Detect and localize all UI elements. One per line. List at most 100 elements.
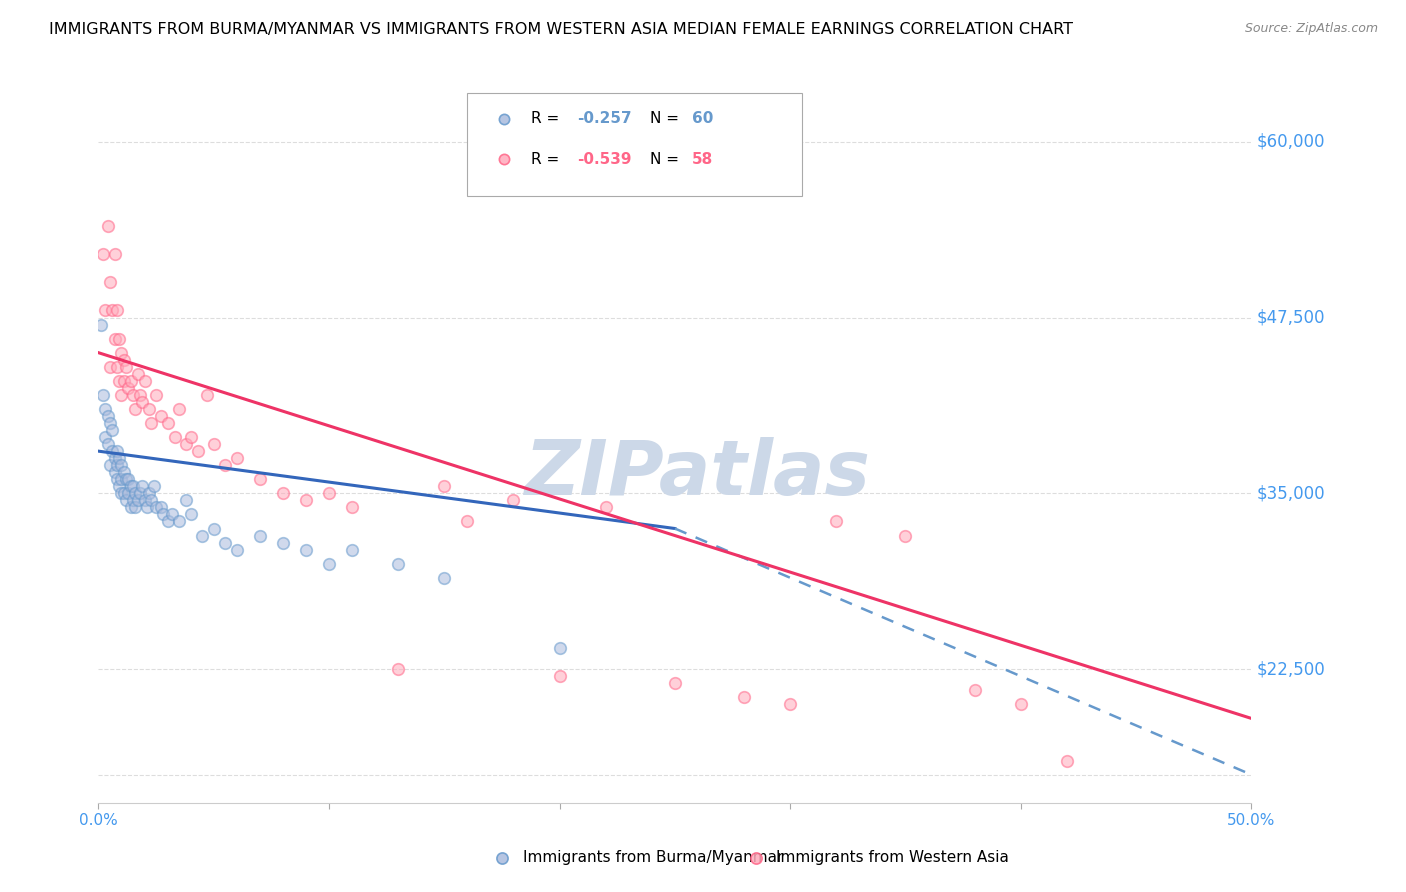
Text: $35,000: $35,000: [1257, 484, 1326, 502]
Point: [98, 416, 121, 430]
Point: [115, 472, 138, 486]
Point: [117, 486, 139, 500]
Point: [433, 571, 456, 585]
Point: [214, 458, 236, 473]
Point: [122, 388, 145, 402]
Point: [340, 500, 363, 515]
Point: [135, 500, 157, 515]
Point: [108, 479, 131, 493]
Point: [149, 500, 172, 515]
Point: [595, 500, 617, 515]
Point: [138, 401, 160, 416]
Point: [202, 521, 225, 535]
Point: [456, 515, 478, 529]
Point: [1056, 754, 1078, 768]
Point: [167, 515, 190, 529]
Text: R =: R =: [531, 152, 564, 167]
Point: [122, 479, 145, 493]
Point: [101, 303, 124, 318]
Point: [120, 479, 142, 493]
Point: [160, 508, 183, 522]
FancyBboxPatch shape: [467, 94, 801, 195]
Text: N =: N =: [650, 152, 683, 167]
Point: [141, 493, 163, 508]
Text: 60: 60: [692, 112, 714, 127]
Point: [98, 276, 121, 290]
Point: [90, 318, 112, 332]
Point: [963, 683, 986, 698]
Point: [105, 359, 128, 374]
Point: [127, 493, 149, 508]
Point: [548, 669, 571, 683]
Point: [124, 401, 146, 416]
Point: [110, 388, 132, 402]
Point: [249, 472, 271, 486]
Text: Source: ZipAtlas.com: Source: ZipAtlas.com: [1244, 22, 1378, 36]
Text: 58: 58: [692, 152, 713, 167]
Point: [271, 486, 294, 500]
Point: [318, 486, 340, 500]
Point: [117, 472, 139, 486]
Point: [145, 500, 167, 515]
Point: [91, 388, 114, 402]
Point: [163, 430, 186, 444]
Text: R =: R =: [531, 112, 564, 127]
Point: [101, 423, 124, 437]
Point: [124, 486, 146, 500]
Point: [94, 303, 117, 318]
Point: [180, 508, 202, 522]
Point: [98, 458, 121, 473]
Point: [191, 528, 214, 542]
Point: [295, 493, 318, 508]
Point: [103, 247, 125, 261]
Text: Immigrants from Burma/Myanmar: Immigrants from Burma/Myanmar: [523, 850, 783, 865]
Point: [103, 451, 125, 466]
Point: [138, 486, 160, 500]
Point: [156, 515, 179, 529]
Point: [108, 451, 131, 466]
Point: [295, 542, 318, 557]
Point: [187, 444, 209, 458]
Point: [110, 345, 132, 359]
Point: [149, 409, 172, 423]
Point: [894, 528, 917, 542]
Point: [733, 690, 755, 705]
Point: [103, 465, 125, 479]
Point: [145, 388, 167, 402]
Point: [112, 486, 135, 500]
Point: [548, 641, 571, 656]
Point: [98, 359, 121, 374]
Point: [387, 662, 409, 676]
Point: [779, 698, 801, 712]
Point: [108, 332, 131, 346]
Text: -0.539: -0.539: [576, 152, 631, 167]
Text: -0.257: -0.257: [576, 112, 631, 127]
Point: [156, 416, 179, 430]
Point: [120, 500, 142, 515]
Point: [167, 401, 190, 416]
Point: [97, 409, 120, 423]
Point: [112, 352, 135, 367]
Point: [131, 479, 153, 493]
Point: [105, 458, 128, 473]
Text: IMMIGRANTS FROM BURMA/MYANMAR VS IMMIGRANTS FROM WESTERN ASIA MEDIAN FEMALE EARN: IMMIGRANTS FROM BURMA/MYANMAR VS IMMIGRA…: [49, 22, 1073, 37]
Point: [120, 374, 142, 388]
Point: [202, 437, 225, 451]
Point: [124, 500, 146, 515]
Point: [115, 359, 138, 374]
Point: [110, 486, 132, 500]
Point: [101, 444, 124, 458]
Point: [195, 388, 218, 402]
Point: [134, 493, 156, 508]
Point: [174, 437, 197, 451]
Text: $47,500: $47,500: [1257, 309, 1326, 326]
Point: [103, 332, 125, 346]
Point: [174, 493, 197, 508]
Point: [112, 374, 135, 388]
Point: [105, 472, 128, 486]
Point: [110, 472, 132, 486]
Text: N =: N =: [650, 112, 683, 127]
Point: [105, 303, 128, 318]
Point: [117, 381, 139, 395]
Point: [129, 388, 152, 402]
